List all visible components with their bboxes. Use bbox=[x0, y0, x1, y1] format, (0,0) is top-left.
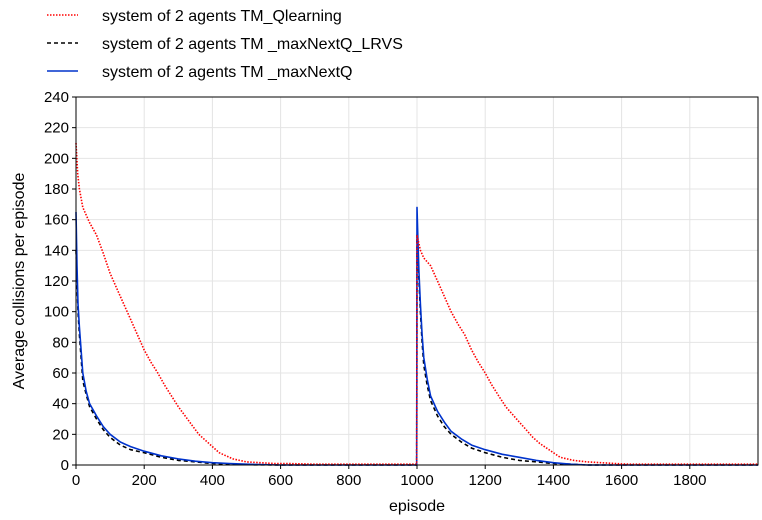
x-tick-label: 1400 bbox=[537, 472, 570, 489]
y-tick-label: 40 bbox=[52, 396, 69, 413]
y-tick-label: 180 bbox=[44, 181, 69, 198]
series-line-qlearning bbox=[75, 142, 758, 466]
x-tick-label: 200 bbox=[132, 472, 157, 489]
x-tick-label: 1600 bbox=[605, 472, 638, 489]
y-tick-label: 20 bbox=[52, 426, 69, 443]
y-tick-label: 200 bbox=[44, 150, 69, 167]
legend-label-maxnextq: system of 2 agents TM _maxNextQ bbox=[102, 64, 352, 81]
legend: system of 2 agents TM_Qlearning system o… bbox=[47, 8, 403, 81]
y-axis-ticks: 0 20 40 60 80 100 120 140 160 180 200 220 240 bbox=[44, 89, 76, 474]
y-tick-label: 0 bbox=[61, 457, 69, 474]
legend-label-maxnextq-lrvs: system of 2 agents TM _maxNextQ_LRVS bbox=[102, 36, 403, 53]
series-line-maxnextq-lrvs bbox=[75, 234, 758, 466]
x-tick-label: 800 bbox=[336, 472, 361, 489]
x-tick-label: 600 bbox=[268, 472, 293, 489]
y-tick-label: 140 bbox=[44, 242, 69, 259]
x-axis-ticks: 0 200 400 600 800 1000 1200 1400 1600 1800 bbox=[72, 465, 706, 489]
y-tick-label: 100 bbox=[44, 304, 69, 321]
y-tick-label: 160 bbox=[44, 212, 69, 229]
x-tick-label: 400 bbox=[200, 472, 225, 489]
y-tick-label: 120 bbox=[44, 273, 69, 290]
series-layer bbox=[75, 142, 758, 466]
y-tick-label: 220 bbox=[44, 120, 69, 137]
x-tick-label: 1000 bbox=[400, 472, 433, 489]
y-tick-label: 240 bbox=[44, 89, 69, 106]
y-axis-label: Average collisions per episode bbox=[11, 173, 28, 390]
y-tick-label: 80 bbox=[52, 334, 69, 351]
legend-label-qlearning: system of 2 agents TM_Qlearning bbox=[102, 8, 342, 25]
x-tick-label: 0 bbox=[72, 472, 80, 489]
x-tick-label: 1200 bbox=[469, 472, 502, 489]
x-axis-label: episode bbox=[389, 498, 445, 515]
x-tick-label: 1800 bbox=[673, 472, 706, 489]
y-tick-label: 60 bbox=[52, 365, 69, 382]
